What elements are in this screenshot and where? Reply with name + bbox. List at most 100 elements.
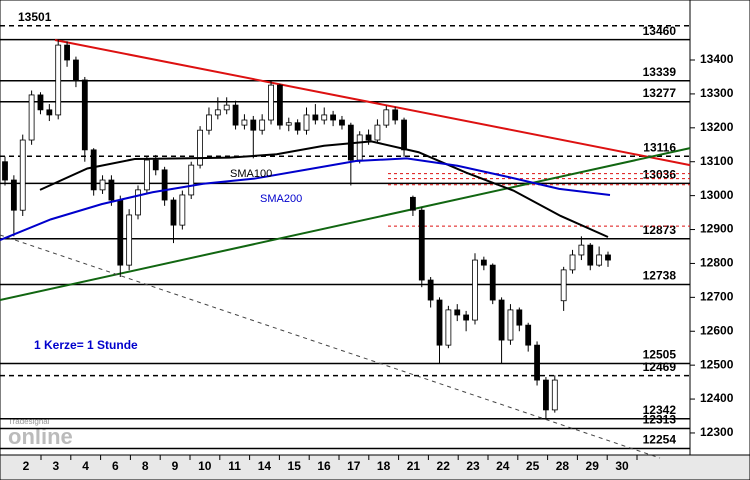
x-tick-label: 11 [228, 459, 241, 473]
level-label: 13116 [643, 140, 676, 154]
candle-body [543, 379, 549, 411]
candle-body [516, 309, 523, 326]
candle-body [206, 114, 212, 131]
candle-body [365, 134, 372, 141]
candle-body [330, 114, 337, 121]
trendline [0, 147, 691, 302]
y-tick-label: 12400 [700, 391, 734, 405]
x-tick-label: 4 [82, 459, 89, 473]
candle-body [99, 179, 106, 191]
candle-body [197, 129, 203, 166]
y-tick-label: 12600 [700, 323, 734, 337]
candle-body [188, 164, 195, 196]
candle-body [108, 179, 115, 201]
x-tick-label: 6 [112, 459, 119, 473]
x-tick-label: 3 [52, 459, 59, 473]
x-tick-label: 28 [556, 459, 570, 473]
y-tick-label: 12500 [700, 357, 734, 371]
candle-body [259, 119, 266, 131]
candle-body [28, 94, 35, 141]
x-axis-strip [0, 454, 750, 480]
candle-body [46, 109, 53, 116]
level-label: 13460 [643, 24, 677, 38]
x-tick-label: 17 [347, 459, 361, 473]
x-tick-label: 22 [437, 459, 451, 473]
y-tick-label: 12300 [700, 425, 734, 439]
candle-body [507, 309, 514, 341]
x-tick-label: 9 [172, 459, 179, 473]
logo-small: Tradesignal [8, 417, 50, 426]
candle-body [223, 104, 230, 111]
candle-body [436, 299, 443, 346]
y-tick-label: 12800 [700, 256, 734, 270]
x-tick-label: 10 [198, 459, 212, 473]
candle-body [117, 199, 124, 266]
level-label: 13036 [643, 168, 677, 182]
y-axis-strip [689, 0, 750, 456]
candle-body [55, 44, 62, 116]
candle-body [285, 122, 292, 126]
candle-body [534, 344, 540, 381]
level-label: 13277 [643, 86, 677, 100]
annotation: 1 Kerze= 1 Stunde [34, 338, 138, 352]
x-tick-label: 14 [258, 459, 272, 473]
candle-body [81, 79, 88, 151]
candle-body [179, 194, 186, 226]
x-tick-label: 21 [407, 459, 421, 473]
candle-body [37, 94, 44, 111]
x-tick-label: 2 [23, 459, 30, 473]
y-tick-label: 13000 [700, 188, 734, 202]
level-label: 12505 [643, 348, 677, 362]
candle-body [587, 244, 594, 266]
x-tick-label: 15 [288, 459, 302, 473]
candle-body [135, 189, 141, 216]
candle-body [489, 264, 496, 301]
level-label: 13339 [643, 65, 677, 79]
candle-body [596, 254, 603, 266]
candle-body [312, 114, 319, 121]
candle-body [294, 122, 301, 131]
candle-body [383, 109, 390, 126]
moving-average [0, 157, 611, 241]
level-label: 12738 [643, 269, 677, 283]
candle-body [214, 109, 221, 116]
y-tick-label: 12900 [700, 222, 734, 236]
candle-body [392, 109, 399, 121]
candle-body [10, 179, 17, 211]
y-tick-label: 13100 [700, 154, 734, 168]
x-tick-label: 23 [466, 459, 480, 473]
x-tick-label: 29 [586, 459, 600, 473]
candle-body [445, 309, 452, 346]
candle-body [126, 214, 133, 266]
level-label: 12342 [643, 403, 677, 417]
candle-body [356, 134, 363, 161]
candle-body [73, 59, 79, 81]
x-tick-label: 30 [615, 459, 629, 473]
candle-body [498, 299, 505, 341]
candle-body [454, 309, 461, 316]
y-tick-label: 13200 [700, 120, 734, 134]
candle-body [472, 259, 478, 321]
candle-body [605, 254, 611, 261]
candle-body [232, 104, 239, 126]
candle-body [339, 119, 345, 126]
candle-body [276, 84, 283, 126]
candle-body [321, 114, 328, 121]
sma-label: SMA200 [260, 193, 302, 205]
candle-body [19, 139, 26, 211]
moving-average [39, 140, 609, 238]
candle-body [303, 114, 310, 131]
candle-body [560, 269, 567, 302]
candle-body [2, 161, 8, 181]
candle-body [90, 149, 97, 191]
y-tick-label: 13400 [700, 52, 734, 66]
y-tick-label: 13300 [700, 86, 734, 100]
plot-area [0, 0, 691, 456]
candle-body [463, 314, 470, 321]
trendline [54, 39, 691, 167]
candle-body [250, 119, 257, 131]
level-label: 12469 [643, 360, 677, 374]
candle-body [64, 44, 70, 61]
x-tick-label: 24 [496, 459, 510, 473]
